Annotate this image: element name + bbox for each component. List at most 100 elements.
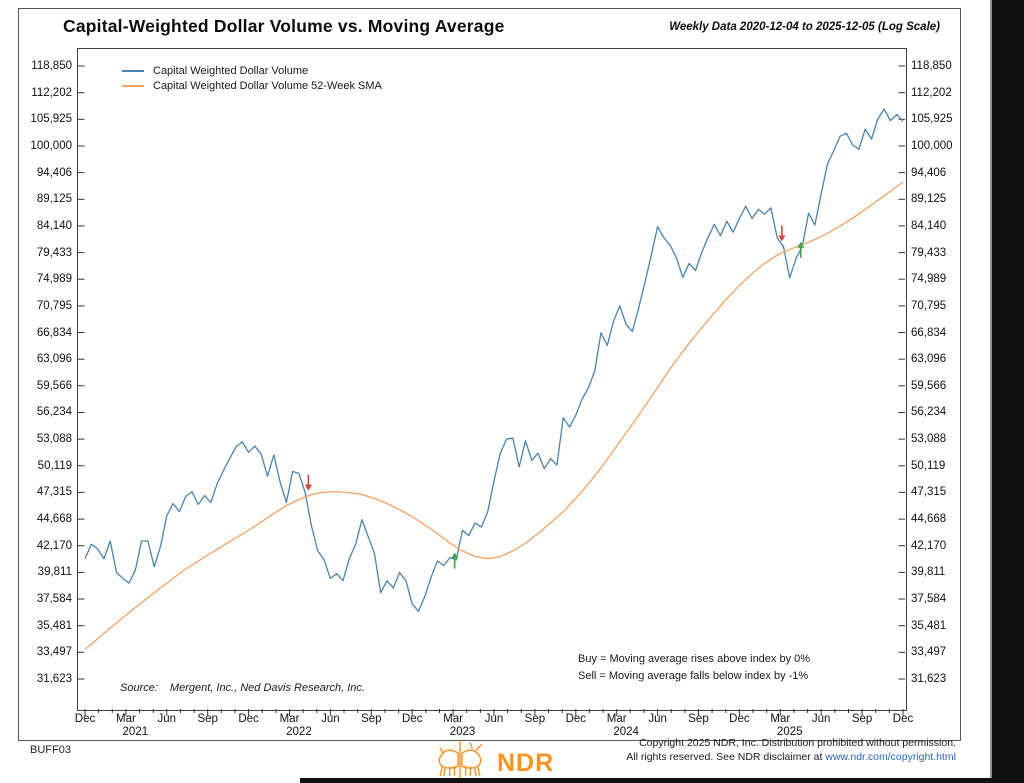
y-tick-label: 89,125 bbox=[911, 193, 947, 206]
y-tick-label: 79,433 bbox=[36, 246, 72, 259]
y-tick-label: 47,315 bbox=[911, 486, 947, 499]
y-tick-label: 105,925 bbox=[911, 113, 953, 126]
y-tick-label: 94,406 bbox=[911, 166, 947, 179]
copyright-link[interactable]: www.ndr.com/copyright.html bbox=[825, 750, 956, 763]
y-tick-label: 39,811 bbox=[911, 566, 946, 579]
y-tick-label: 31,623 bbox=[36, 673, 72, 685]
y-tick-label: 56,234 bbox=[911, 406, 947, 419]
x-tick-label: Sep bbox=[197, 713, 218, 725]
y-tick-label: 37,584 bbox=[36, 593, 72, 606]
y-tick-label: 33,497 bbox=[36, 646, 72, 659]
y-tick-label: 35,481 bbox=[36, 619, 72, 632]
x-tick-label: Mar bbox=[443, 713, 463, 725]
y-tick-label: 59,566 bbox=[36, 379, 72, 392]
copyright-line2: All rights reserved. See NDR disclaimer … bbox=[626, 751, 956, 765]
source-note: Source: Mergent, Inc., Ned Davis Research… bbox=[120, 682, 365, 694]
x-tick-label: Jun bbox=[811, 713, 831, 725]
x-tick-label: Sep bbox=[851, 713, 873, 725]
year-label: 2025 bbox=[776, 726, 803, 738]
y-tick-label: 42,170 bbox=[36, 539, 72, 552]
year-label: 2024 bbox=[613, 726, 639, 738]
x-tick-label: Dec bbox=[565, 713, 587, 725]
copyright-line2-text: All rights reserved. See NDR disclaimer … bbox=[626, 750, 826, 763]
ndr-logo-text: NDR bbox=[497, 749, 555, 777]
y-tick-label: 42,170 bbox=[911, 539, 947, 552]
y-tick-label: 74,989 bbox=[36, 273, 72, 286]
x-tick-label: Mar bbox=[115, 713, 136, 725]
chart-code: BUFF03 bbox=[30, 744, 71, 756]
y-tick-label: 84,140 bbox=[36, 219, 72, 232]
y-tick-label: 35,481 bbox=[911, 619, 947, 632]
buy-rule-text: Buy = Moving average rises above index b… bbox=[578, 653, 811, 665]
x-tick-label: Sep bbox=[361, 713, 382, 725]
legend-item-sma: Capital Weighted Dollar Volume 52-Week S… bbox=[122, 79, 382, 93]
y-tick-label: 50,119 bbox=[37, 459, 72, 472]
y-tick-label: 112,202 bbox=[911, 86, 952, 99]
y-tick-label: 47,315 bbox=[36, 486, 72, 499]
y-tick-label: 63,096 bbox=[36, 353, 72, 366]
y-tick-label: 70,795 bbox=[911, 299, 947, 312]
year-label: 2023 bbox=[449, 726, 476, 738]
y-tick-label: 84,140 bbox=[911, 219, 947, 232]
copyright-line1: Copyright 2025 NDR, Inc. Distribution pr… bbox=[639, 737, 956, 749]
x-tick-label: Jun bbox=[484, 713, 504, 725]
y-tick-label: 53,088 bbox=[911, 433, 947, 446]
year-label: 2022 bbox=[286, 726, 312, 738]
y-tick-label: 37,584 bbox=[911, 593, 947, 606]
y-tick-label: 56,234 bbox=[36, 406, 72, 419]
chart-legend: Capital Weighted Dollar Volume Capital W… bbox=[122, 64, 382, 94]
year-label: 2021 bbox=[122, 726, 149, 738]
y-tick-label: 118,850 bbox=[911, 60, 952, 72]
y-tick-label: 70,795 bbox=[36, 299, 72, 312]
y-tick-label: 39,811 bbox=[37, 566, 72, 579]
y-tick-label: 94,406 bbox=[36, 166, 72, 179]
signal-rules-note: Buy = Moving average rises above index b… bbox=[578, 651, 810, 685]
chart-title: Capital-Weighted Dollar Volume vs. Movin… bbox=[63, 16, 505, 36]
ndr-logo: NDR bbox=[430, 740, 554, 783]
ndr-emblem-icon bbox=[438, 740, 483, 783]
x-tick-label: Jun bbox=[321, 713, 340, 725]
y-tick-label: 79,433 bbox=[911, 246, 947, 259]
sma-line-swatch-icon bbox=[122, 85, 144, 87]
y-tick-label: 100,000 bbox=[30, 139, 72, 152]
legend-item-volume: Capital Weighted Dollar Volume bbox=[122, 64, 382, 78]
source-label: Source: bbox=[120, 682, 158, 694]
legend-label: Capital Weighted Dollar Volume 52-Week S… bbox=[153, 80, 382, 92]
y-tick-label: 66,834 bbox=[36, 326, 72, 339]
x-tick-label: Sep bbox=[688, 713, 709, 725]
legend-label: Capital Weighted Dollar Volume bbox=[153, 65, 309, 77]
x-tick-label: Dec bbox=[238, 713, 259, 725]
y-tick-label: 74,989 bbox=[911, 273, 947, 286]
y-tick-label: 118,850 bbox=[31, 60, 72, 72]
y-tick-label: 59,566 bbox=[911, 379, 947, 392]
y-tick-label: 89,125 bbox=[36, 193, 72, 206]
plot-area bbox=[77, 48, 907, 711]
viewer-background-bottom bbox=[300, 778, 1024, 783]
y-tick-label: 63,096 bbox=[911, 353, 947, 366]
x-tick-label: Jun bbox=[648, 713, 667, 725]
bear-icon bbox=[438, 747, 459, 777]
chart-subtitle: Weekly Data 2020-12-04 to 2025-12-05 (Lo… bbox=[669, 21, 940, 33]
copyright-block: Copyright 2025 NDR, Inc. Distribution pr… bbox=[626, 737, 956, 764]
x-tick-label: Mar bbox=[606, 713, 627, 725]
y-tick-label: 105,925 bbox=[30, 113, 72, 126]
sell-rule-text: Sell = Moving average falls below index … bbox=[578, 670, 809, 682]
viewer-background-right bbox=[990, 0, 1024, 783]
y-tick-label: 112,202 bbox=[31, 86, 72, 99]
x-tick-label: Dec bbox=[729, 713, 750, 725]
y-tick-label: 50,119 bbox=[911, 459, 946, 472]
y-tick-label: 31,623 bbox=[911, 673, 947, 685]
x-tick-label: Dec bbox=[892, 713, 914, 725]
y-tick-label: 53,088 bbox=[36, 433, 72, 446]
x-tick-label: Mar bbox=[279, 713, 300, 725]
volume-line-swatch-icon bbox=[122, 70, 144, 72]
y-tick-label: 33,497 bbox=[911, 646, 947, 659]
x-tick-label: Jun bbox=[157, 713, 177, 725]
x-tick-label: Mar bbox=[770, 713, 791, 725]
y-tick-label: 44,668 bbox=[36, 513, 72, 526]
y-tick-label: 44,668 bbox=[911, 513, 947, 526]
x-tick-label: Sep bbox=[524, 713, 546, 725]
x-tick-label: Dec bbox=[74, 713, 96, 725]
x-tick-label: Dec bbox=[401, 713, 423, 725]
